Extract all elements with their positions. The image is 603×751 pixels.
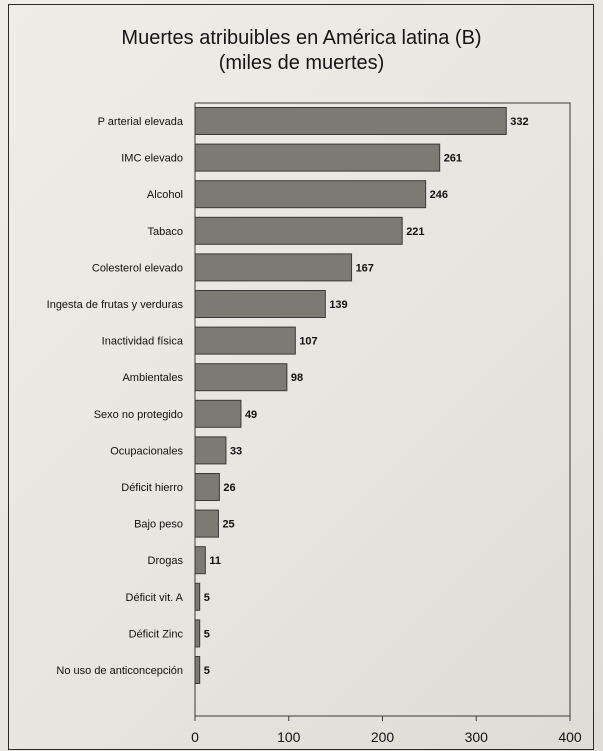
bar-1: [194, 143, 441, 172]
bar-11: [194, 509, 219, 538]
bar-14: [194, 619, 201, 648]
category-label-0: P arterial elevada: [98, 116, 184, 128]
value-label-10: 26: [223, 482, 235, 494]
value-label-3: 221: [406, 226, 424, 238]
value-label-6: 107: [299, 336, 317, 348]
bar-9: [194, 436, 227, 465]
category-label-5: Ingesta de frutas y verduras: [47, 299, 184, 311]
category-label-9: Ocupacionales: [110, 445, 183, 457]
bar-4: [194, 253, 353, 282]
value-label-7: 98: [291, 372, 303, 384]
value-label-8: 49: [245, 409, 257, 421]
category-label-14: Déficit Zinc: [129, 628, 184, 640]
category-label-10: Déficit hierro: [121, 482, 183, 494]
x-tick-label-0: 0: [191, 729, 199, 745]
category-label-13: Déficit vit. A: [126, 592, 184, 604]
value-label-13: 5: [204, 592, 210, 604]
bar-13: [194, 582, 201, 611]
bar-15: [194, 656, 201, 684]
x-tick-label-3: 300: [465, 729, 489, 745]
bar-12: [194, 546, 206, 575]
value-label-4: 167: [356, 262, 374, 274]
chart-title: Muertes atribuibles en América latina (B…: [121, 27, 482, 49]
category-label-8: Sexo no protegido: [94, 409, 183, 421]
category-label-7: Ambientales: [122, 372, 183, 384]
category-label-15: No uso de anticoncepción: [56, 665, 183, 677]
value-label-5: 139: [329, 299, 347, 311]
category-label-3: Tabaco: [148, 226, 183, 238]
value-label-9: 33: [230, 445, 242, 457]
bar-6: [194, 326, 296, 355]
value-label-11: 25: [222, 519, 234, 531]
value-label-1: 261: [444, 153, 462, 165]
value-label-15: 5: [204, 665, 210, 677]
value-label-2: 246: [430, 189, 448, 201]
bar-8: [194, 399, 242, 428]
value-label-14: 5: [204, 628, 210, 640]
bar-7: [194, 363, 288, 392]
x-tick-label-4: 400: [558, 729, 582, 745]
category-label-12: Drogas: [148, 555, 184, 567]
chart-frame: [8, 4, 594, 750]
bar-2: [194, 180, 427, 209]
category-label-4: Colesterol elevado: [92, 262, 183, 274]
bar-3: [194, 216, 403, 245]
value-label-0: 332: [510, 116, 528, 128]
x-tick-label-1: 100: [277, 729, 301, 745]
chart-subtitle: (miles de muertes): [218, 52, 385, 74]
category-label-6: Inactividad física: [102, 336, 184, 348]
value-label-12: 11: [209, 555, 221, 567]
bar-10: [194, 473, 220, 501]
category-label-11: Bajo peso: [134, 519, 183, 531]
category-label-2: Alcohol: [147, 189, 183, 201]
x-tick-label-2: 200: [371, 729, 395, 745]
bar-0: [194, 107, 507, 135]
category-label-1: IMC elevado: [121, 153, 183, 165]
bar-5: [194, 290, 326, 318]
